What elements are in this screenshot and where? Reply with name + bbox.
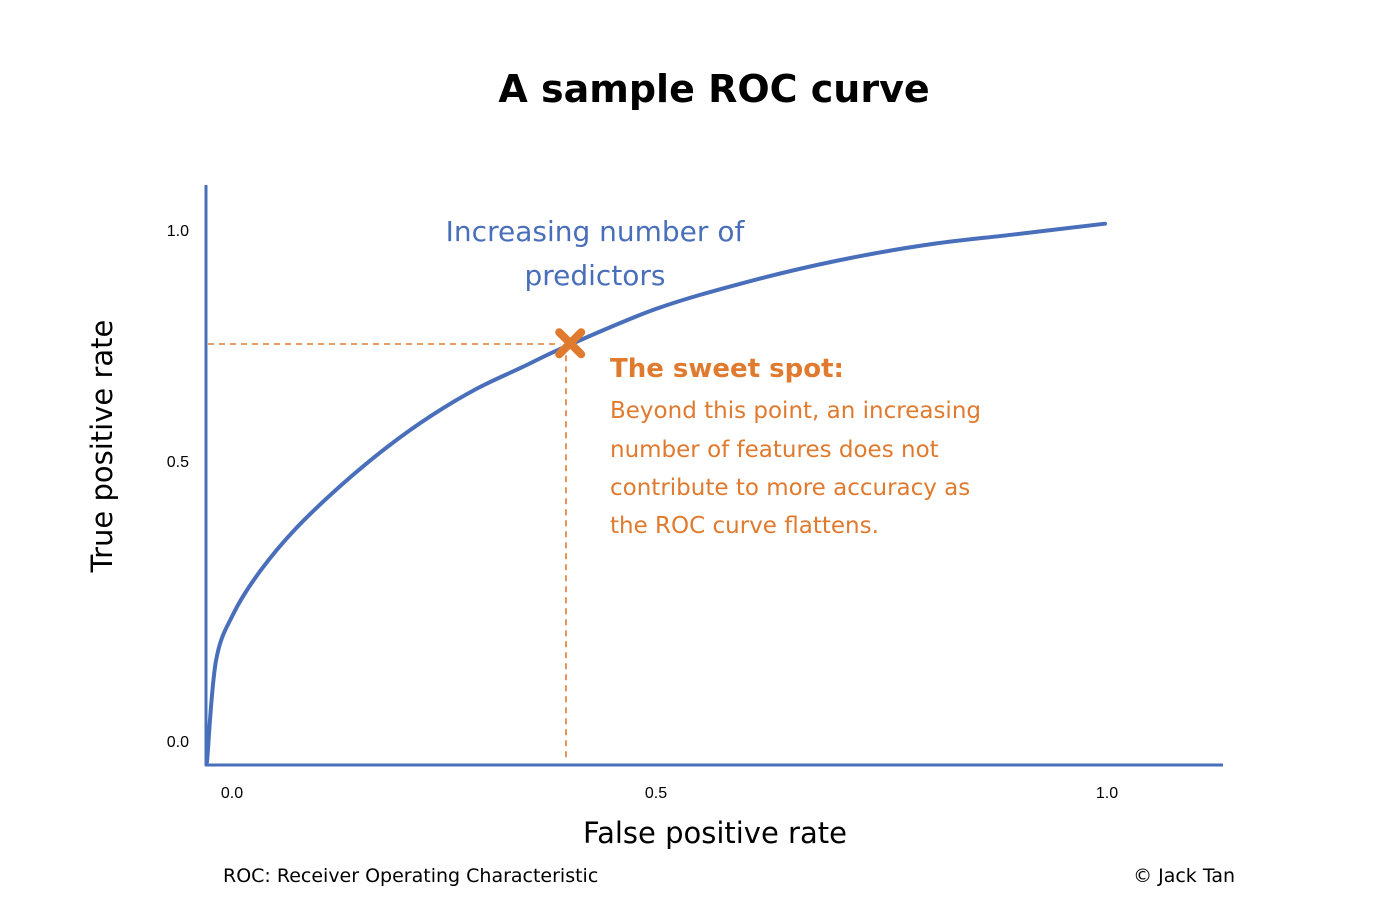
- abbreviation-footnote: ROC: Receiver Operating Characteristic: [223, 865, 598, 887]
- copyright-footnote: © Jack Tan: [1133, 865, 1235, 887]
- sweet-spot-body-line: contribute to more accuracy as: [610, 475, 970, 501]
- x-tick-label: 0.5: [645, 785, 667, 802]
- tick-layer: 0.0 0.5 1.0 0.0 0.5 1.0: [167, 223, 1118, 802]
- chart-title: A sample ROC curve: [498, 67, 929, 111]
- sweet-spot-body-line: the ROC curve flattens.: [610, 513, 879, 539]
- sweet-spot-body-line: number of features does not: [610, 437, 939, 463]
- axis-layer: [204, 185, 1223, 767]
- sweet-spot-body-line: Beyond this point, an increasing: [610, 398, 981, 424]
- x-tick-label: 1.0: [1096, 785, 1118, 802]
- y-tick-label: 1.0: [167, 223, 189, 240]
- guide-layer: [208, 343, 567, 762]
- roc-curve-line: [205, 221, 1107, 764]
- marker-layer: [555, 328, 586, 359]
- x-axis-title: False positive rate: [583, 816, 847, 850]
- curve-annotation-line1: Increasing number of: [446, 215, 746, 248]
- y-tick-label: 0.5: [167, 454, 189, 471]
- curve-annotation-line2: predictors: [524, 259, 665, 292]
- y-tick-label: 0.0: [167, 734, 189, 751]
- y-axis-title: True positive rate: [85, 320, 119, 574]
- sweet-spot-heading: The sweet spot:: [610, 354, 844, 384]
- x-tick-label: 0.0: [221, 785, 243, 802]
- curve-layer: [205, 221, 1107, 764]
- sweet-spot-marker: [555, 328, 586, 359]
